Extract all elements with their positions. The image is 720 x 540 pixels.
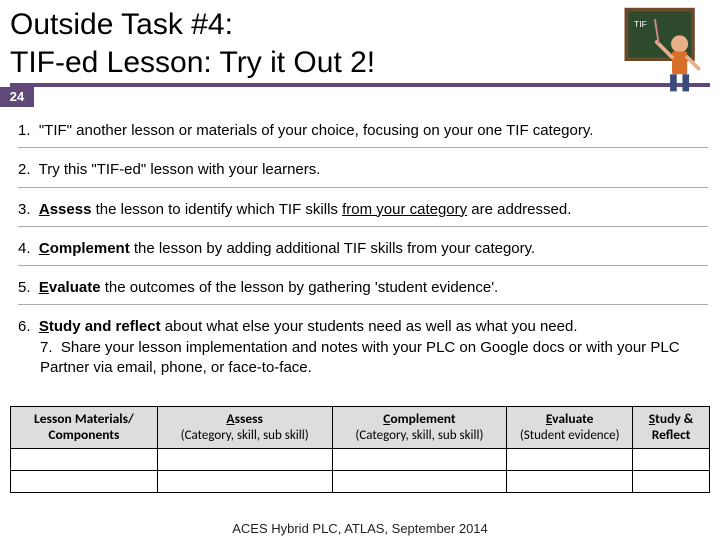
item-text: Share your lesson implementation and not… — [40, 339, 680, 376]
list-item-4: 4. Complement the lesson by adding addit… — [18, 239, 708, 266]
list-item-6-7: 6. Study and reflect about what else you… — [18, 317, 708, 384]
th-materials: Lesson Materials/ Components — [11, 407, 158, 449]
item-num: 4. — [18, 240, 31, 257]
item-rest: the lesson by adding additional TIF skil… — [130, 240, 535, 257]
list-item-3: 3. Assess the lesson to identify which T… — [18, 200, 708, 227]
item-end: are addressed. — [467, 201, 571, 218]
th-study: Study & Reflect — [633, 407, 710, 449]
title-block: Outside Task #4: TIF-ed Lesson: Try it O… — [0, 0, 720, 87]
item-letter: E — [39, 279, 49, 296]
aces-table: Lesson Materials/ Components Assess(Cate… — [10, 406, 710, 493]
table-row — [11, 448, 710, 470]
item-num: 5. — [18, 279, 31, 296]
item-underline: from your category — [342, 201, 467, 218]
item-rest: the outcomes of the lesson by gathering … — [101, 279, 499, 296]
th-complement: Complement(Category, skill, sub skill) — [332, 407, 507, 449]
item-word: valuate — [49, 279, 101, 296]
th-letter: A — [226, 410, 234, 427]
th-sub: (Category, skill, sub skill) — [181, 428, 309, 443]
item-num: 7. — [40, 339, 53, 356]
th-evaluate: Evaluate(Student evidence) — [507, 407, 633, 449]
th-sub: (Student evidence) — [520, 428, 620, 443]
item-num: 2. — [18, 161, 31, 178]
th-word: ssess — [235, 410, 263, 427]
th-word: omplement — [390, 410, 455, 427]
item-letter: S — [39, 318, 49, 335]
list-item-2: 2. Try this "TIF-ed" lesson with your le… — [18, 160, 708, 187]
item-rest: about what else your students need as we… — [161, 318, 578, 335]
item-letter: C — [39, 240, 50, 257]
item-num: 3. — [18, 201, 31, 218]
item-text: "TIF" another lesson or materials of you… — [39, 122, 594, 139]
list-item-5: 5. Evaluate the outcomes of the lesson b… — [18, 278, 708, 305]
item-word: tudy and reflect — [49, 318, 161, 335]
slide-number: 24 — [0, 87, 34, 107]
table-wrap: Lesson Materials/ Components Assess(Cate… — [0, 396, 720, 493]
th-sub: (Category, skill, sub skill) — [355, 428, 483, 443]
title-line1: Outside Task #4: — [10, 6, 710, 44]
table-header-row: Lesson Materials/ Components Assess(Cate… — [11, 407, 710, 449]
slide-number-bar: 24 — [0, 87, 720, 107]
item-word: omplement — [50, 240, 130, 257]
th-word: tudy & Reflect — [652, 410, 694, 443]
th-assess: Assess(Category, skill, sub skill) — [157, 407, 332, 449]
item-rest: the lesson to identify which TIF skills — [91, 201, 342, 218]
footer: ACES Hybrid PLC, ATLAS, September 2014 — [0, 521, 720, 536]
list-item-1: 1. "TIF" another lesson or materials of … — [18, 121, 708, 148]
content-list: 1. "TIF" another lesson or materials of … — [0, 107, 720, 384]
item-letter: A — [39, 201, 50, 218]
svg-text:TIF: TIF — [634, 19, 647, 29]
table-row — [11, 470, 710, 492]
item-word: ssess — [50, 201, 92, 218]
item-num: 1. — [18, 122, 31, 139]
teacher-chalkboard-icon: TIF — [615, 4, 710, 99]
title-line2: TIF-ed Lesson: Try it Out 2! — [10, 44, 710, 82]
item-text: Try this "TIF-ed" lesson with your learn… — [39, 161, 321, 178]
item-num: 6. — [18, 318, 31, 335]
th-word: valuate — [552, 410, 593, 427]
